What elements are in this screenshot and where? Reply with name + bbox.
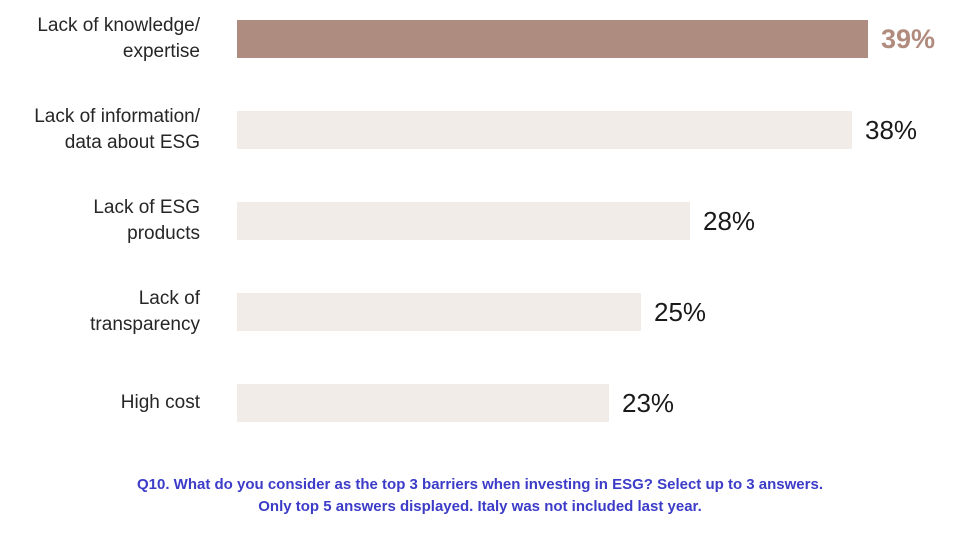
value-label: 39%: [881, 23, 936, 54]
value-label: 23%: [622, 387, 675, 418]
footnote-line-2: Only top 5 answers displayed. Italy was …: [258, 498, 702, 515]
chart-footnote: Q10. What do you consider as the top 3 b…: [0, 474, 960, 518]
category-label: Lack of information/data about ESG: [34, 106, 200, 153]
value-label: 38%: [865, 114, 918, 145]
category-label: Lack of knowledge/expertise: [37, 15, 200, 62]
value-label: 28%: [703, 205, 756, 236]
bar-row: Lack of transparency 25%: [0, 288, 935, 335]
value-label: 25%: [654, 296, 707, 327]
bar: [237, 384, 609, 422]
bar-rows: Lack of knowledge/expertise 39% Lack of in…: [0, 15, 936, 422]
bar: [237, 20, 868, 58]
category-label: Lack of transparency: [90, 288, 200, 335]
bar-row: Lack of knowledge/expertise 39%: [0, 15, 936, 62]
bar: [237, 111, 852, 149]
footnote-line-1: Q10. What do you consider as the top 3 b…: [137, 476, 823, 493]
bar: [237, 202, 690, 240]
bar-row: High cost 23%: [0, 384, 935, 422]
bar-row: Lack of ESG products 28%: [0, 197, 935, 244]
bar: [237, 293, 641, 331]
bar-row: Lack of information/data about ESG 38%: [0, 106, 935, 153]
category-label: High cost: [120, 392, 200, 413]
category-label: Lack of ESG products: [93, 197, 200, 244]
